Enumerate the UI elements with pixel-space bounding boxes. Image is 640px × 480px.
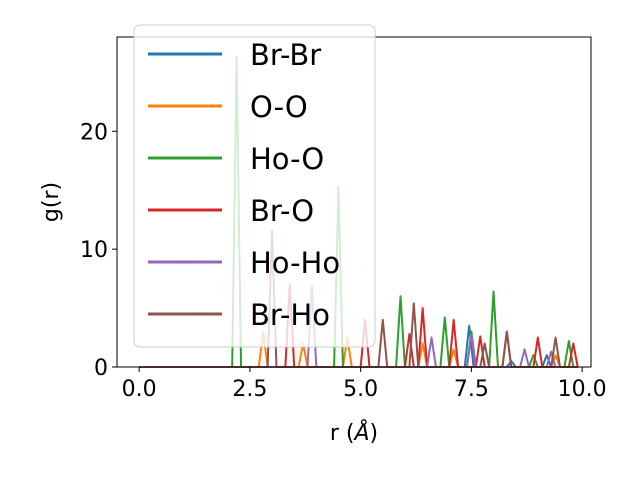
legend: Br-Br O-O Ho-O Br-O Ho-Ho Br-Ho bbox=[133, 24, 376, 348]
legend-label-br-br: Br-Br bbox=[250, 38, 321, 72]
x-axis-label-close: ) bbox=[370, 421, 379, 446]
legend-label-br-ho: Br-Ho bbox=[250, 298, 330, 332]
y-tick-label: 0 bbox=[94, 356, 108, 381]
legend-label-ho-o: Ho-O bbox=[250, 142, 324, 176]
legend-label-o-o: O-O bbox=[250, 90, 308, 124]
y-tick-label: 10 bbox=[80, 238, 108, 263]
legend-label-br-o: Br-O bbox=[250, 194, 314, 228]
y-tick-label: 20 bbox=[80, 120, 108, 145]
x-tick-label: 10.0 bbox=[558, 377, 607, 402]
x-tick-label: 2.5 bbox=[232, 377, 267, 402]
y-axis-ticks: 0 10 20 bbox=[80, 120, 117, 381]
x-axis-label-unit: Å bbox=[352, 419, 369, 446]
x-axis-ticks: 0.0 2.5 5.0 7.5 10.0 bbox=[122, 367, 607, 402]
x-tick-label: 5.0 bbox=[343, 377, 378, 402]
legend-entries: Br-Br O-O Ho-O Br-O Ho-Ho Br-Ho bbox=[148, 38, 340, 332]
x-tick-label: 0.0 bbox=[122, 377, 157, 402]
x-axis-label: r (Å) bbox=[330, 419, 378, 446]
legend-label-ho-ho: Ho-Ho bbox=[250, 246, 340, 280]
x-axis-label-main: r ( bbox=[330, 421, 355, 446]
x-tick-label: 7.5 bbox=[454, 377, 489, 402]
y-axis-label: g(r) bbox=[39, 182, 64, 222]
